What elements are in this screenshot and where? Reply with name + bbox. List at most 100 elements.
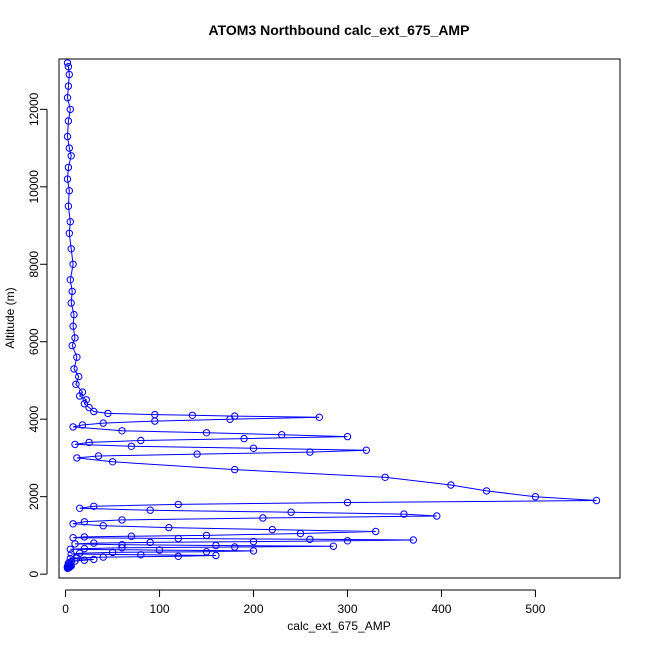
data-point [268, 525, 276, 534]
data-point [85, 438, 93, 447]
y-axis-label: Altitude (m) [3, 287, 17, 348]
data-point [73, 454, 81, 462]
data-point [68, 341, 76, 350]
data-point [315, 413, 323, 421]
data-point [137, 551, 145, 559]
data-point [65, 187, 74, 195]
data-point [400, 510, 408, 518]
data-point [409, 536, 417, 544]
data-point [531, 493, 540, 501]
data-point [226, 415, 234, 423]
data-point [90, 407, 98, 416]
data-point [67, 562, 75, 570]
plot-frame [58, 58, 621, 579]
data-point [66, 276, 75, 284]
data-point [64, 202, 73, 210]
data-point [70, 310, 78, 319]
data-point [447, 481, 455, 489]
data-point [64, 62, 73, 71]
data-point [212, 541, 220, 550]
data-point [165, 523, 173, 532]
data-point [80, 533, 89, 541]
data-point [202, 548, 211, 556]
y-tick-label: 0 [27, 570, 41, 577]
data-point [151, 417, 159, 425]
data-point [174, 534, 183, 543]
data-point [108, 548, 117, 557]
data-point [329, 542, 338, 550]
data-point [118, 427, 126, 435]
data-point [259, 514, 267, 522]
data-point [66, 218, 75, 226]
data-point [73, 353, 81, 361]
data-point [99, 553, 107, 561]
data-point [137, 436, 145, 445]
data-point [80, 400, 89, 408]
data-point [343, 537, 352, 545]
data-point [108, 458, 117, 466]
data-point [278, 431, 286, 439]
data-point [118, 544, 126, 552]
x-tick-label: 400 [431, 602, 451, 616]
data-point [82, 396, 91, 404]
data-point [118, 541, 126, 549]
data-point [99, 419, 107, 427]
data-point [63, 94, 72, 102]
data-point [65, 229, 74, 238]
data-point [71, 334, 79, 342]
data-point [71, 440, 79, 449]
data-point [70, 365, 78, 373]
data-point [343, 498, 352, 507]
data-point [212, 551, 220, 560]
data-point [94, 452, 103, 460]
data-point [90, 555, 98, 564]
data-point [67, 550, 75, 558]
y-tick-label: 8000 [27, 251, 41, 278]
data-point [67, 245, 75, 253]
x-tick-label: 0 [62, 602, 69, 616]
data-point [99, 522, 107, 530]
data-point [433, 512, 441, 520]
data-point [80, 518, 89, 526]
data-point [127, 442, 136, 450]
data-point [118, 516, 126, 524]
y-tick-label: 10000 [27, 170, 41, 204]
x-tick-label: 300 [337, 602, 357, 616]
data-point [69, 423, 77, 431]
x-tick-label: 200 [244, 602, 264, 616]
data-point [188, 411, 197, 419]
data-point [68, 287, 76, 296]
data-point [343, 432, 352, 441]
x-tick-label: 500 [525, 602, 545, 616]
data-point [80, 556, 89, 564]
data-point [202, 429, 211, 437]
data-point [104, 409, 112, 418]
data-point [64, 163, 73, 172]
data-point [78, 421, 87, 429]
data-point [249, 444, 258, 452]
data-point [174, 500, 183, 509]
data-point [362, 446, 370, 454]
data-point [71, 540, 79, 548]
data-point [67, 299, 75, 307]
data-point [592, 496, 601, 505]
chart-title: ATOM3 Northbound calc_ext_675_AMP [209, 22, 470, 38]
data-point [63, 59, 72, 67]
data-point [193, 450, 201, 458]
y-tick-label: 4000 [27, 406, 41, 433]
data-point [66, 545, 75, 553]
data-point [287, 508, 295, 516]
data-point [63, 132, 72, 141]
data-point [75, 372, 83, 381]
data-point [69, 322, 77, 330]
data-point [65, 70, 74, 79]
data-point [296, 529, 305, 538]
data-point [174, 552, 183, 560]
y-tick-label: 2000 [27, 483, 41, 510]
data-point [65, 144, 74, 152]
x-tick-label: 100 [150, 602, 170, 616]
data-point [231, 543, 239, 551]
data-point [90, 502, 98, 510]
data-point [69, 520, 77, 528]
y-axis: 0 2000 4000 6000 8000 10000 12000 [27, 92, 48, 577]
